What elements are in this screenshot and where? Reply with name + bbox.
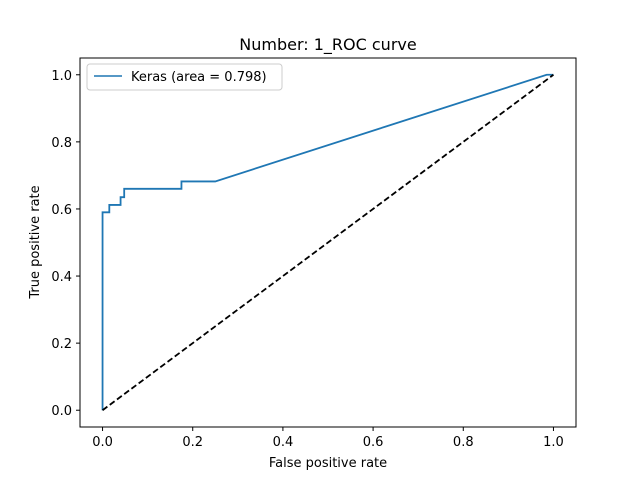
y-tick-label: 0.2 bbox=[51, 337, 72, 352]
y-tick-label: 1.0 bbox=[51, 69, 72, 84]
legend-box bbox=[86, 63, 283, 91]
plot-frame bbox=[79, 57, 577, 428]
series-layer bbox=[101, 73, 554, 411]
chart-title: Number: 1_ROC curve bbox=[239, 35, 416, 55]
x-tick-label: 0.6 bbox=[363, 435, 384, 450]
x-tick-label: 0.4 bbox=[273, 435, 294, 450]
x-tick-label: 0.2 bbox=[182, 435, 203, 450]
x-axis-label: False positive rate bbox=[269, 456, 387, 471]
y-tick-label: 0.0 bbox=[51, 404, 72, 419]
y-axis-label: True positive rate bbox=[28, 185, 43, 299]
x-tick-label: 1.0 bbox=[543, 435, 564, 450]
y-tick-label: 0.8 bbox=[51, 136, 72, 151]
x-tick-label: 0.8 bbox=[453, 435, 474, 450]
x-tick-label: 0.0 bbox=[92, 435, 113, 450]
y-tick-label: 0.4 bbox=[51, 270, 72, 285]
y-tick-label: 0.6 bbox=[51, 203, 72, 218]
legend-entry-label: Keras (area = 0.798) bbox=[131, 70, 267, 85]
chance-diagonal-line bbox=[102, 74, 554, 411]
tick-layer: 0.0 0.2 0.4 0.6 0.8 1.0 0.0 0.2 0.4 0.6 0.8 1.0 bbox=[51, 69, 563, 450]
legend: Keras (area = 0.798) bbox=[86, 63, 283, 91]
roc-curve-line bbox=[101, 73, 554, 411]
